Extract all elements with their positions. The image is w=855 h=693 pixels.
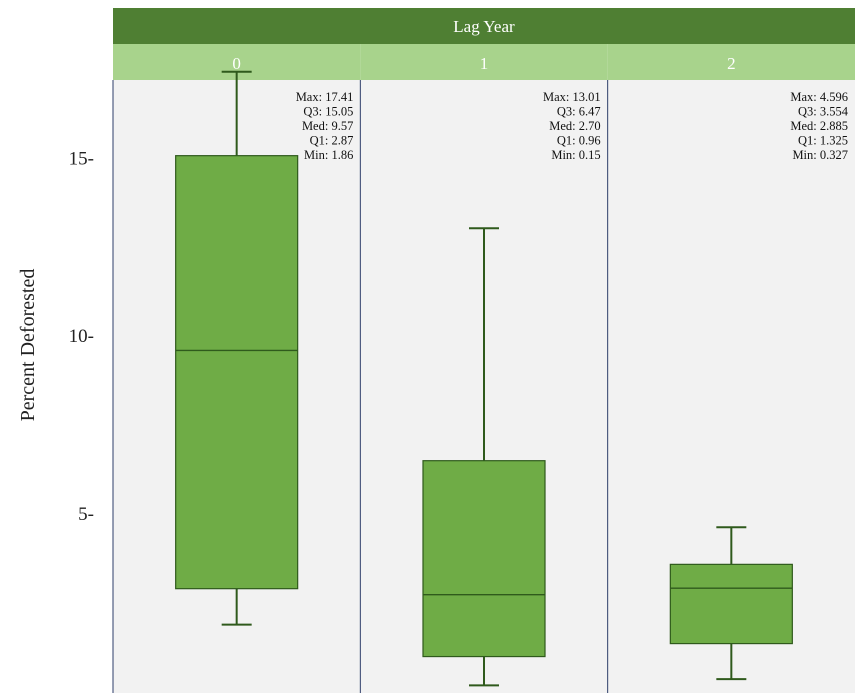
stat-label-0-2: Med: 9.57 [302, 119, 353, 133]
stat-label-1-0: Max: 13.01 [543, 90, 601, 104]
title-header-bar [113, 8, 855, 44]
stat-label-1-1: Q3: 6.47 [557, 105, 601, 119]
y-tick-label-10: 10- [69, 326, 94, 347]
y-tick-label-15: 15- [69, 148, 94, 169]
facet-label-0: 0 [232, 54, 241, 73]
box-0 [175, 155, 299, 590]
stat-label-1-4: Min: 0.15 [551, 148, 600, 162]
stat-label-2-2: Med: 2.885 [790, 119, 848, 133]
y-tick-label-5: 5- [78, 504, 94, 525]
chart-title: Lag Year [453, 17, 515, 36]
facet-label-2: 2 [727, 54, 736, 73]
stat-label-0-3: Q1: 2.87 [310, 134, 354, 148]
y-ticks-group: 5- 10- 15- [69, 148, 94, 525]
stat-label-2-4: Min: 0.327 [792, 148, 848, 162]
stat-label-0-4: Min: 1.86 [304, 148, 353, 162]
stat-label-0-1: Q3: 15.05 [303, 105, 353, 119]
stat-label-1-2: Med: 2.70 [549, 119, 600, 133]
facet-header-2 [607, 44, 855, 80]
stat-label-2-0: Max: 4.596 [790, 90, 848, 104]
y-axis-label: Percent Deforested [17, 269, 39, 422]
stat-label-0-0: Max: 17.41 [296, 90, 354, 104]
stat-label-1-3: Q1: 0.96 [557, 134, 601, 148]
box-2 [669, 563, 793, 645]
facet-label-1: 1 [480, 54, 489, 73]
stat-label-2-3: Q1: 1.325 [798, 134, 848, 148]
stat-label-2-1: Q3: 3.554 [798, 105, 849, 119]
facet-header-1 [360, 44, 608, 80]
box-1 [422, 460, 546, 658]
